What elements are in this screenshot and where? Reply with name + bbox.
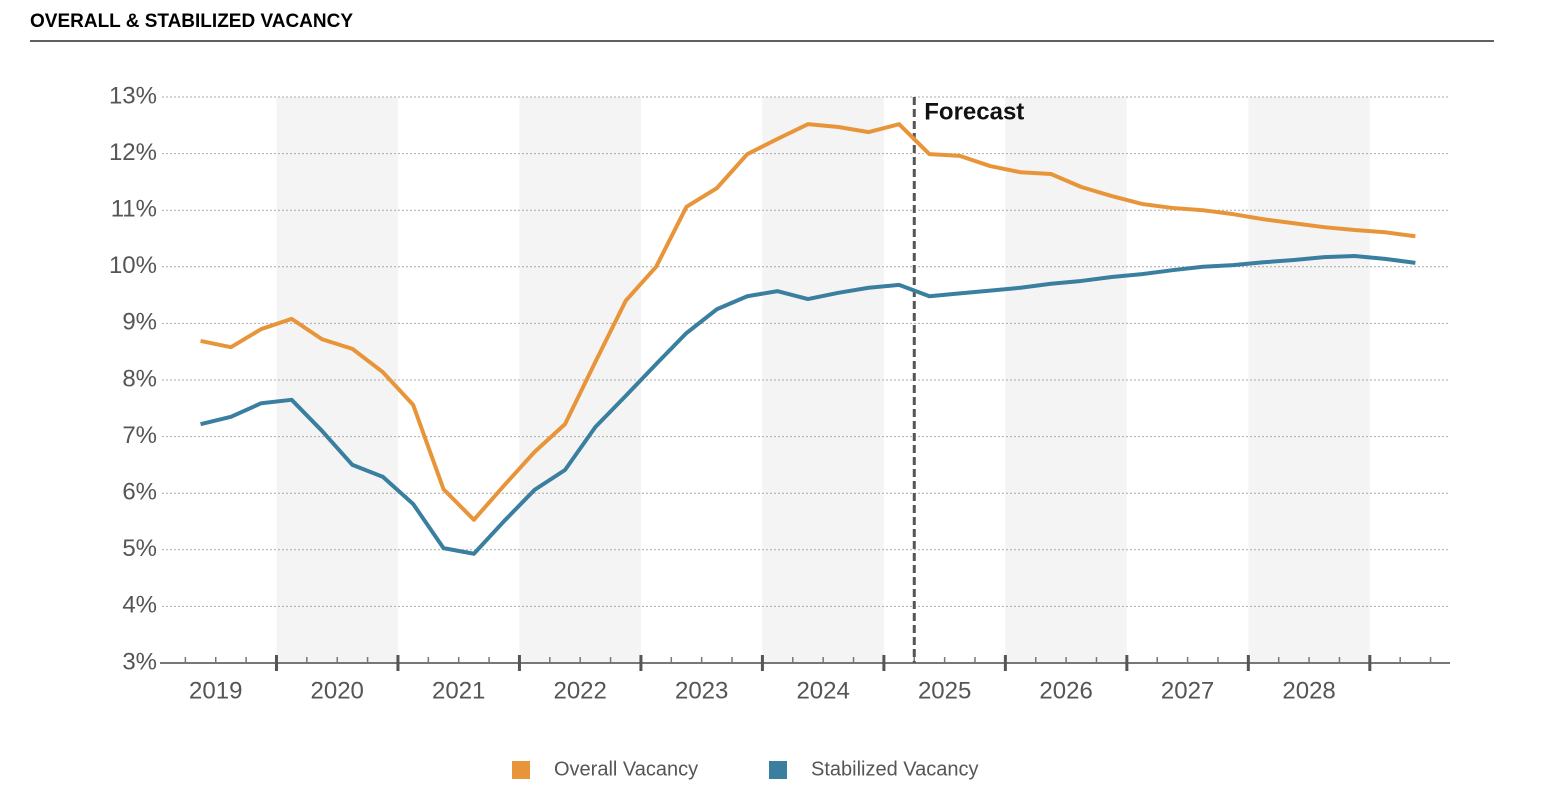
series-line [200,254,1416,556]
forecast-label: Forecast [924,98,1024,125]
y-tick-label: 8% [122,365,157,392]
x-tick-label: 2028 [1282,677,1335,704]
x-tick-label: 2023 [675,677,728,704]
legend-label: Stabilized Vacancy [811,758,979,780]
y-tick-label: 5% [122,535,157,562]
legend-swatch [769,761,787,779]
y-tick-label: 12% [109,139,157,166]
y-tick-label: 13% [109,82,157,109]
x-tick-label: 2019 [189,677,242,704]
lines [200,122,1416,556]
y-tick-label: 11% [111,196,157,223]
legend-label: Overall Vacancy [554,758,698,780]
x-tick-label: 2021 [432,677,485,704]
y-tick-label: 9% [122,309,157,336]
y-tick-label: 6% [122,479,157,506]
y-tick-label: 3% [122,648,157,675]
y-tick-label: 10% [109,252,157,279]
x-tick-label: 2027 [1161,677,1214,704]
chart-title: OVERALL & STABILIZED VACANCY [30,11,353,32]
y-tick-label: 7% [122,422,157,449]
x-tick-label: 2020 [311,677,364,704]
x-tick-label: 2024 [796,677,849,704]
series-line [200,122,1416,522]
y-tick-label: 4% [122,592,157,619]
grid: 3% 4% 5% 6% 7% 8% 9% 10% 11% 12% 13% [109,82,1448,675]
x-tick-label: 2026 [1039,677,1092,704]
x-tick-label: 2025 [918,677,971,704]
axes: 2019 2020 2021 2022 2023 2024 2025 2026 2027 2028… [160,97,1450,704]
x-tick-label: 2022 [553,677,606,704]
legend: Overall Vacancy Stabilized Vacancy [512,758,979,780]
year-band [276,97,398,663]
legend-swatch [512,761,530,779]
year-band [1248,97,1370,663]
